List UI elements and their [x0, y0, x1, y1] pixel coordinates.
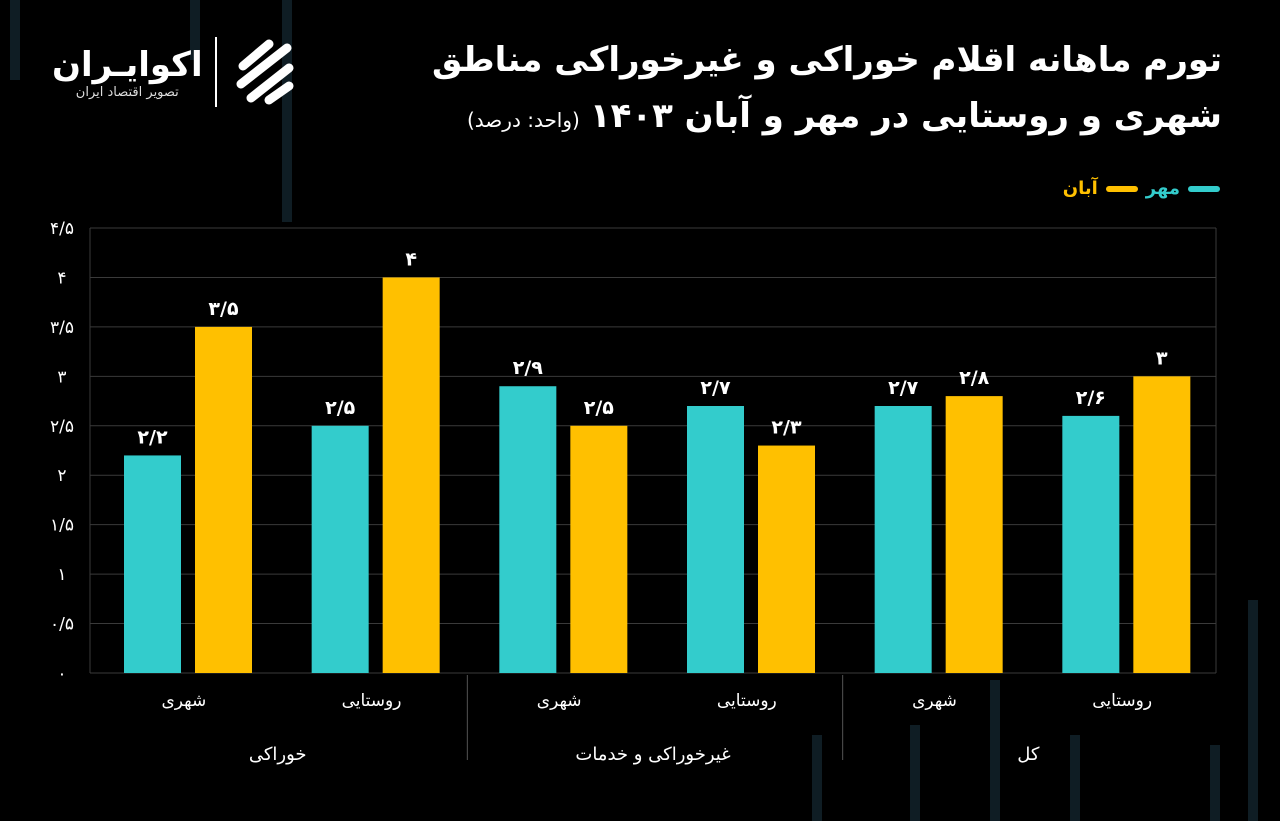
- bar-aban: [195, 326, 252, 673]
- decorative-bar: [910, 725, 920, 821]
- x-category-label: روستایی: [1092, 691, 1152, 711]
- y-tick-label: ۲/۵: [50, 417, 74, 437]
- legend-swatch-aban: [1105, 185, 1138, 192]
- logo: اکوایـران تصویر اقتصاد ایران: [52, 36, 301, 108]
- data-label: ۲/۶: [1076, 387, 1106, 409]
- bar-mehr: [687, 406, 744, 673]
- chart-title-line1: تورم ماهانه اقلام خوراکی و غیرخوراکی منا…: [432, 40, 1222, 80]
- decorative-bar: [190, 0, 200, 60]
- x-group-label: خوراکی: [249, 744, 307, 765]
- title-line2-text: شهری و روستایی در مهر و آبان ۱۴۰۳: [589, 96, 1222, 136]
- legend: مهر آبان: [1063, 178, 1220, 199]
- chart-title-line2: شهری و روستایی در مهر و آبان ۱۴۰۳ (واحد: …: [467, 96, 1222, 136]
- y-tick-label: ۱: [57, 565, 66, 585]
- bar-aban: [1133, 376, 1191, 673]
- logo-divider: [214, 37, 217, 107]
- y-tick-label: ۰: [57, 664, 66, 684]
- bar-mehr: [874, 406, 932, 673]
- x-group-label: غیرخوراکی و خدمات: [575, 744, 730, 765]
- bar-aban: [758, 445, 815, 673]
- data-label: ۲/۵: [325, 397, 356, 419]
- data-label: ۳: [1156, 347, 1168, 369]
- data-label: ۲/۷: [888, 377, 919, 399]
- data-label: ۲/۹: [513, 357, 544, 379]
- legend-label-mehr: مهر: [1145, 178, 1180, 199]
- logo-mark-icon: [236, 39, 294, 105]
- x-category-label: شهری: [537, 691, 582, 711]
- decorative-bar: [990, 680, 1000, 821]
- decorative-bar: [10, 0, 20, 80]
- legend-swatch-mehr: [1188, 185, 1220, 192]
- legend-label-aban: آبان: [1062, 178, 1098, 199]
- logo-subtitle: تصویر اقتصاد ایران: [75, 84, 179, 100]
- y-tick-label: ۲: [57, 466, 66, 486]
- decorative-bar: [1248, 600, 1258, 821]
- y-tick-label: ۴: [57, 268, 66, 288]
- x-group-label: کل: [1017, 744, 1040, 765]
- bar-mehr: [499, 386, 557, 673]
- data-label: ۲/۳: [771, 417, 802, 439]
- data-label: ۲/۵: [584, 397, 615, 419]
- bar-mehr: [311, 425, 369, 673]
- logo-name: اکوایـران: [52, 44, 203, 85]
- decorative-bar: [1210, 745, 1220, 821]
- x-category-label: روستایی: [342, 691, 402, 711]
- bar-aban: [382, 277, 440, 673]
- unit-label: (واحد: درصد): [467, 108, 580, 132]
- data-label: ۲/۲: [137, 426, 168, 448]
- x-category-label: شهری: [161, 691, 206, 711]
- bar-aban: [570, 425, 628, 673]
- data-label: ۳/۵: [208, 298, 239, 320]
- y-tick-label: ۴/۵: [50, 219, 74, 239]
- decorative-bar: [1070, 735, 1080, 821]
- data-label: ۲/۸: [959, 367, 990, 389]
- x-category-label: شهری: [912, 691, 957, 711]
- bar-aban: [945, 396, 1003, 673]
- data-label: ۴: [405, 248, 417, 270]
- y-tick-label: ۱/۵: [50, 516, 74, 536]
- decorative-bar: [282, 0, 292, 222]
- y-tick-label: ۰/۵: [50, 615, 74, 635]
- y-tick-label: ۳: [57, 367, 66, 387]
- bar-mehr: [124, 455, 181, 673]
- y-tick-label: ۳/۵: [50, 318, 74, 338]
- bar-mehr: [1062, 415, 1120, 673]
- data-label: ۲/۷: [700, 377, 731, 399]
- x-category-label: روستایی: [717, 691, 777, 711]
- decorative-bar: [812, 735, 822, 821]
